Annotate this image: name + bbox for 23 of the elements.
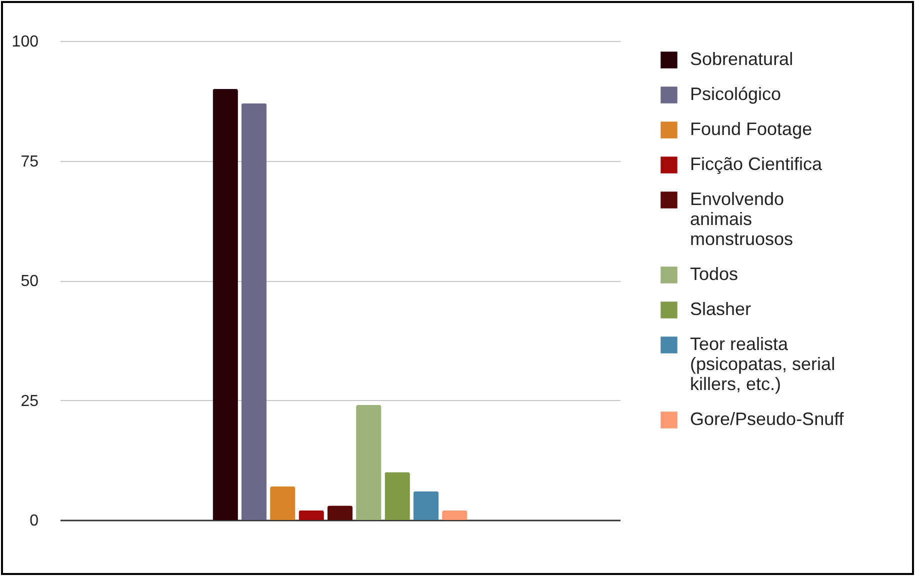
y-tick-label: 50 <box>20 273 39 290</box>
bar <box>384 472 410 520</box>
legend-label: Gore/Pseudo-Snuff <box>690 409 845 429</box>
y-tick-label: 25 <box>20 392 39 410</box>
legend-label: Ficção Cientifica <box>690 154 824 174</box>
legend-label: Todos <box>690 264 738 284</box>
legend-label: Slasher <box>690 299 752 319</box>
legend-label: Envolvendo animais monstruosos <box>690 189 794 249</box>
legend-label: Psicológico <box>690 84 782 104</box>
bar <box>212 88 238 520</box>
bar <box>241 103 267 520</box>
y-tick-label: 0 <box>30 512 39 530</box>
bar <box>356 405 382 520</box>
legend-label: Found Footage <box>690 119 812 139</box>
y-tick-label: 100 <box>12 34 39 50</box>
bar <box>442 510 468 520</box>
bar <box>327 506 353 520</box>
legend-label: Teor realista (psicopatas, serial killers, etc.) <box>690 334 836 394</box>
legend-label: Sobrenatural <box>690 49 794 69</box>
bar <box>413 491 439 520</box>
bar <box>298 510 324 520</box>
y-tick-label: 75 <box>20 153 39 170</box>
bar <box>270 486 296 520</box>
